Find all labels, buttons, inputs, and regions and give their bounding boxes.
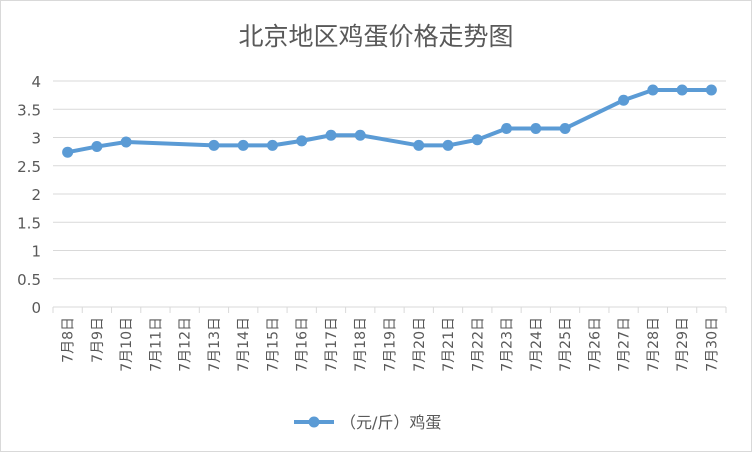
- data-point: [413, 139, 425, 151]
- x-tick-label: 7月12日: [178, 317, 194, 372]
- x-tick-label: 7月30日: [704, 317, 720, 372]
- y-tick-label: 4: [31, 73, 41, 91]
- x-tick-label: 7月29日: [675, 317, 691, 372]
- x-tick-label: 7月9日: [90, 317, 106, 363]
- y-tick-label: 0.5: [17, 271, 41, 289]
- x-axis: 7月8日 7月9日 7月10日 7月11日 7月12日 7月13日 7月14日 7月15日 7月…: [52, 306, 727, 372]
- y-tick-label: 2.5: [17, 158, 41, 176]
- data-point: [647, 84, 659, 96]
- legend-label: （元/斤）鸡蛋: [340, 413, 441, 432]
- data-point: [237, 139, 249, 151]
- legend: （元/斤）鸡蛋: [294, 413, 441, 432]
- x-tick-label: 7月27日: [617, 317, 633, 372]
- data-point: [120, 136, 132, 148]
- x-tick-label: 7月19日: [383, 317, 399, 372]
- x-tick-label: 7月17日: [324, 317, 340, 372]
- y-tick-label: 3.5: [17, 101, 41, 119]
- y-tick-label: 0: [31, 299, 41, 317]
- x-tick-label: 7月13日: [207, 317, 223, 372]
- y-axis-ticks: 0 0.5 1 1.5 2 2.5 3 3.5 4: [17, 73, 41, 317]
- data-point: [530, 122, 542, 134]
- series-group: [62, 84, 717, 158]
- x-tick-label: 7月28日: [646, 317, 662, 372]
- series-line: [65, 88, 714, 155]
- data-point: [501, 122, 513, 134]
- x-tick-label: 7月24日: [529, 317, 545, 372]
- data-point: [676, 84, 688, 96]
- x-tick-label: 7月23日: [500, 317, 516, 372]
- y-tick-label: 1.5: [17, 214, 41, 232]
- data-point: [354, 129, 366, 141]
- data-point: [618, 94, 630, 106]
- x-tick-label: 7月26日: [587, 317, 603, 372]
- x-tick-label: 7月8日: [61, 317, 77, 363]
- x-tick-label: 7月22日: [470, 317, 486, 372]
- legend-marker: [308, 416, 320, 428]
- x-tick-label: 7月25日: [558, 317, 574, 372]
- x-tick-label: 7月14日: [236, 317, 252, 372]
- x-tick-label: 7月21日: [441, 317, 457, 372]
- data-point: [705, 84, 717, 96]
- chart-title: 北京地区鸡蛋价格走势图: [238, 22, 513, 51]
- data-point: [442, 139, 454, 151]
- data-point: [208, 139, 220, 151]
- gridlines: [53, 80, 726, 308]
- y-tick-label: 2: [31, 186, 41, 204]
- data-point: [62, 146, 74, 158]
- x-tick-label: 7月11日: [148, 317, 164, 372]
- y-tick-label: 1: [31, 243, 41, 261]
- x-tick-label: 7月20日: [412, 317, 428, 372]
- data-point: [471, 134, 483, 146]
- x-tick-label: 7月15日: [265, 317, 281, 372]
- x-tick-label: 7月10日: [119, 317, 135, 372]
- x-tick-label: 7月16日: [295, 317, 311, 372]
- x-tick-label: 7月18日: [353, 317, 369, 372]
- data-point: [296, 135, 308, 147]
- data-point: [325, 129, 337, 141]
- data-point: [559, 122, 571, 134]
- data-point: [266, 139, 278, 151]
- y-tick-label: 3: [31, 130, 41, 148]
- data-point: [91, 141, 103, 153]
